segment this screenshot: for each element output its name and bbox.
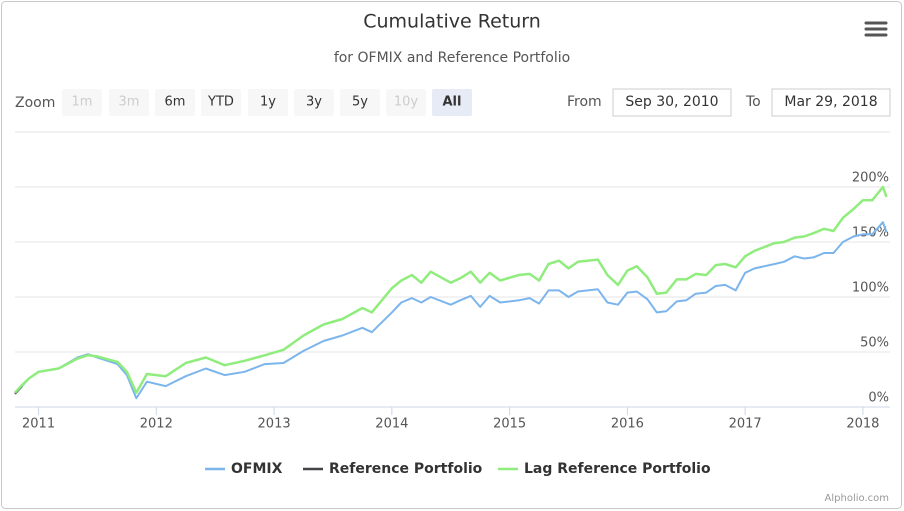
- zoom-button: 3m: [109, 89, 149, 116]
- zoom-button-bg: [62, 89, 102, 116]
- zoom-button: 1m: [62, 89, 102, 116]
- legend-label: Reference Portfolio: [329, 461, 483, 477]
- x-tick-label: 2013: [258, 417, 291, 432]
- zoom-button-label: 5y: [352, 95, 368, 110]
- credits: Alpholio.com: [825, 493, 889, 504]
- menu-button[interactable]: [864, 19, 888, 41]
- zoom-button-bg[interactable]: [248, 89, 288, 116]
- zoom-button-label: 3y: [306, 95, 322, 110]
- zoom-button-label: 10y: [394, 95, 419, 110]
- y-tick-label: 50%: [860, 336, 889, 351]
- y-tick-label: 150%: [852, 226, 889, 241]
- from-input[interactable]: [612, 88, 732, 117]
- x-tick-label: 2012: [140, 417, 173, 432]
- legend-item[interactable]: Reference Portfolio: [303, 461, 483, 477]
- zoom-button-label: YTD: [207, 95, 234, 110]
- from-value: Sep 30, 2010: [625, 94, 718, 110]
- zoom-button-bg: [386, 89, 426, 116]
- series-line: [14, 185, 888, 394]
- y-tick-label: 200%: [852, 171, 889, 186]
- chart-subtitle: for OFMIX and Reference Portfolio: [334, 50, 570, 66]
- x-tick-label: 2014: [375, 417, 408, 432]
- zoom-button-label: 6m: [165, 95, 186, 110]
- legend-label: OFMIX: [231, 461, 283, 477]
- zoom-button-bg: [109, 89, 149, 116]
- zoom-button-label: 3m: [119, 95, 140, 110]
- to-input[interactable]: [771, 88, 891, 117]
- y-tick-label: 100%: [852, 281, 889, 296]
- zoom-button[interactable]: 6m: [155, 89, 195, 116]
- zoom-label: Zoom: [15, 95, 55, 111]
- zoom-button[interactable]: All: [432, 89, 472, 116]
- legend-label: Lag Reference Portfolio: [524, 461, 711, 477]
- zoom-button: 10y: [386, 89, 426, 116]
- zoom-button-label: All: [443, 95, 462, 110]
- zoom-button-label: 1y: [260, 95, 276, 110]
- zoom-button[interactable]: 1y: [248, 89, 288, 116]
- x-tick-label: 2017: [729, 417, 762, 432]
- zoom-button-bg[interactable]: [432, 89, 472, 116]
- zoom-button-bg[interactable]: [201, 89, 241, 116]
- x-tick-label: 2011: [22, 417, 55, 432]
- to-value: Mar 29, 2018: [784, 94, 877, 110]
- x-tick-label: 2015: [493, 417, 526, 432]
- zoom-button[interactable]: 5y: [340, 89, 380, 116]
- series-line: [14, 221, 888, 400]
- y-tick-label: 0%: [868, 391, 889, 406]
- zoom-button-label: 1m: [72, 95, 93, 110]
- chart-title: Cumulative Return: [363, 11, 541, 33]
- zoom-button-bg[interactable]: [294, 89, 334, 116]
- zoom-button[interactable]: YTD: [201, 89, 241, 116]
- zoom-button-bg[interactable]: [155, 89, 195, 116]
- from-label: From: [567, 94, 602, 110]
- x-tick-label: 2018: [846, 417, 879, 432]
- zoom-button-bg[interactable]: [340, 89, 380, 116]
- legend-item[interactable]: OFMIX: [205, 461, 283, 477]
- to-label: To: [745, 94, 761, 110]
- x-tick-label: 2016: [611, 417, 644, 432]
- zoom-button[interactable]: 3y: [294, 89, 334, 116]
- legend-item[interactable]: Lag Reference Portfolio: [498, 461, 711, 477]
